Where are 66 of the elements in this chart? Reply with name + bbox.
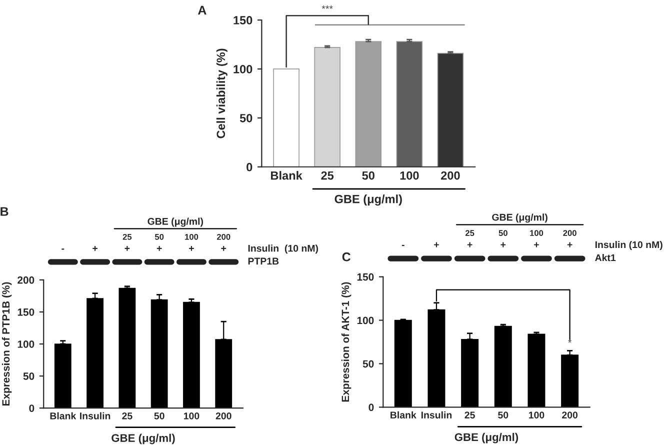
- text: 25: [122, 234, 132, 240]
- text: +: [500, 242, 506, 248]
- y-tick-label: 0: [246, 162, 252, 172]
- text: Akt1: [595, 254, 616, 262]
- x-tick-label: Insulin: [80, 412, 110, 420]
- text: 50: [498, 230, 508, 236]
- x-tick-label: 200: [216, 412, 232, 420]
- y-tick-label: 0: [29, 404, 34, 412]
- x-tick-label: 100: [184, 412, 200, 420]
- y-tick-label: 0: [368, 404, 374, 412]
- y-tick-label: 150: [234, 16, 252, 24]
- text: +: [221, 246, 226, 251]
- text: +: [189, 246, 194, 251]
- text: 200: [216, 234, 230, 240]
- x-tick-label: Blank: [50, 412, 76, 420]
- x-tick-label: 50: [154, 412, 164, 420]
- text: GBE (μg/ml): [492, 214, 548, 223]
- chart-title: B: [0, 207, 8, 216]
- text: PTP1B: [248, 258, 279, 264]
- annotation: *: [568, 339, 572, 343]
- text: -: [402, 244, 404, 246]
- y-tick-label: 150: [18, 308, 34, 316]
- text: +: [534, 242, 539, 248]
- x-tick-label: 25: [464, 412, 475, 418]
- x-axis-title: GBE (μg/ml): [112, 434, 175, 444]
- x-tick-label: 200: [441, 171, 460, 180]
- text: 50: [154, 234, 164, 240]
- y-axis-title: Expression of PTP1B (%): [2, 282, 12, 406]
- x-tick-label: Insulin: [421, 411, 452, 418]
- x-tick-label: 25: [321, 171, 334, 180]
- text: +: [92, 246, 98, 251]
- x-tick-label: 50: [498, 412, 508, 418]
- x-tick-label: Blank: [271, 171, 302, 180]
- chart-title: A: [198, 6, 206, 14]
- x-tick-label: 100: [400, 171, 419, 180]
- x-tick-label: 200: [562, 412, 578, 418]
- y-tick-label: 100: [18, 340, 34, 348]
- text: 100: [185, 234, 198, 240]
- text: +: [156, 246, 162, 251]
- text: +: [567, 242, 572, 248]
- x-tick-label: 100: [528, 412, 544, 418]
- text: 200: [563, 230, 576, 236]
- y-tick-label: 50: [362, 360, 374, 368]
- x-tick-label: 25: [122, 412, 132, 420]
- text: Insulin (10 nM): [248, 244, 318, 254]
- y-axis-title: Expression of AKT-1 (%): [341, 282, 352, 402]
- chart-title: C: [342, 252, 350, 262]
- text: ***: [322, 5, 333, 9]
- y-tick-label: 100: [357, 316, 374, 324]
- text: +: [434, 242, 439, 248]
- y-tick-label: 200: [18, 276, 34, 284]
- y-tick-label: 50: [240, 114, 252, 122]
- y-tick-label: 150: [357, 273, 374, 281]
- text: 25: [465, 230, 474, 236]
- x-tick-label: Blank: [390, 411, 416, 418]
- text: -: [62, 248, 64, 250]
- text: GBE (μg/ml): [148, 218, 204, 227]
- y-tick-label: 50: [23, 372, 34, 380]
- y-axis-title: Cell viability (%): [216, 48, 228, 138]
- text: +: [467, 242, 472, 248]
- text: +: [124, 246, 130, 251]
- y-tick-label: 100: [234, 65, 252, 74]
- x-axis-title: GBE (μg/ml): [334, 194, 402, 206]
- text: 100: [530, 230, 544, 236]
- text: Insulin (10 nM): [595, 240, 662, 250]
- x-axis-title: GBE (μg/ml): [454, 432, 518, 444]
